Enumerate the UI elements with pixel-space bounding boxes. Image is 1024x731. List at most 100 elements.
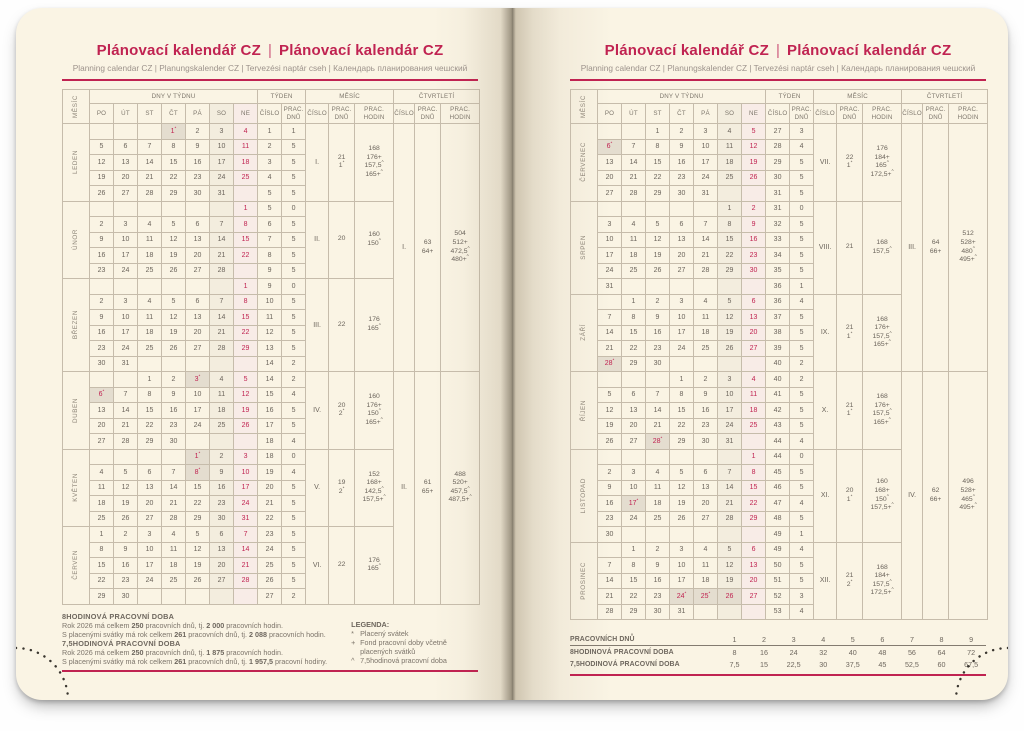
week-row: 16 17 18 19 20 21 22 12 5 (63, 324, 480, 341)
week-number-cell: 17 (257, 417, 283, 434)
day-cell (669, 278, 694, 295)
day-cell: 14 (597, 324, 622, 341)
week-workdays-cell: 0 (281, 200, 307, 217)
quarter-workhours-header: PRAC. HODIN (948, 103, 989, 124)
day-cell: 26 (161, 262, 186, 279)
day-cell: 15 (740, 479, 767, 496)
month-name-cell: ZÁŘÍ (570, 293, 598, 372)
month-number-cell: V. (305, 448, 330, 527)
week-number-cell: 6 (257, 216, 283, 233)
week-workdays-cell: 5 (789, 247, 815, 264)
month-name-cell: LISTOPAD (570, 448, 598, 543)
day-name-header: PO (597, 103, 622, 124)
month-workdays-cell: 19 2* (328, 448, 356, 527)
week-row: 7 8 9 10 11 12 13 50 5 (571, 557, 988, 574)
week-number-header: ČÍSLO (257, 103, 283, 124)
day-cell: 31 (717, 433, 742, 450)
day-cell: 21 (693, 247, 718, 264)
day-cell: 8 (669, 386, 694, 403)
day-cell: 2 (113, 526, 138, 543)
day-cell: 2 (161, 371, 186, 388)
quarter-workdays-cell: 64 66+ (922, 123, 950, 372)
quarter-workdays-cell: 63 64+ (414, 123, 442, 372)
week-number-cell: 47 (765, 495, 791, 512)
day-cell: 6 (621, 386, 646, 403)
day-cell (740, 355, 767, 372)
month-workhours-cell: 168 157,5^ (862, 200, 903, 295)
day-cell (232, 262, 259, 279)
day-cell: 14 (645, 402, 670, 419)
week-number-cell: 10 (257, 293, 283, 310)
week-workdays-cell: 5 (281, 541, 307, 558)
day-cell: 18 (137, 247, 162, 264)
day-cell: 20 (740, 572, 767, 589)
day-cell: 30 (740, 262, 767, 279)
month-workhours-cell: 168 184+ 157,5^ 172,5+^ (862, 541, 903, 620)
day-cell: 4 (232, 123, 259, 140)
week-workdays-cell: 5 (281, 417, 307, 434)
week-workdays-cell: 4 (789, 138, 815, 155)
month-name-label: BŘEZEN (71, 310, 79, 340)
day-cell (232, 355, 259, 372)
week-row: 5 6 7 8 9 10 11 41 5 (571, 386, 988, 403)
day-cell: 19 (161, 247, 186, 264)
day-cell: 12 (161, 231, 186, 248)
day-name-header: SO (209, 103, 234, 124)
day-cell (693, 355, 718, 372)
day-cell (717, 448, 742, 465)
day-cell (137, 588, 162, 605)
week-number-cell: 16 (257, 402, 283, 419)
day-cell: 2 (185, 123, 210, 140)
week-workdays-cell: 4 (789, 433, 815, 450)
legend-text: Fond pracovní doby včetně placených svát… (360, 637, 447, 656)
header-sub-row: PO ÚT ST ČT PÁ SO NE ČÍSLO PRAC. DNŮ ČÍSLO PRAC. D… (571, 103, 989, 124)
conversion-value: 5 (837, 633, 868, 646)
day-cell: 15 (621, 572, 646, 589)
day-cell: 10 (693, 138, 718, 155)
day-cell: 6 (740, 293, 767, 310)
day-cell: 12 (185, 541, 210, 558)
month-number-cell: X. (813, 371, 838, 450)
week-number-cell: 40 (765, 371, 791, 388)
week-number-cell: 53 (765, 603, 791, 620)
day-cell: 11 (621, 231, 646, 248)
conversion-value: 1 (719, 633, 750, 646)
week-workdays-cell: 3 (789, 123, 815, 140)
week-row: 20 21 22 23 24 25 26 30 5 (571, 169, 988, 186)
day-cell: 15 (89, 557, 114, 574)
day-cell (597, 200, 622, 217)
day-cell: 4 (621, 216, 646, 233)
day-name-header: NE (232, 103, 259, 124)
month-workhours-cell: 152 168+ 142,5^ 157,5+^ (354, 448, 395, 527)
day-cell: 7 (645, 386, 670, 403)
title-separator: | (267, 42, 273, 59)
week-number-cell: 46 (765, 479, 791, 496)
day-cell: 20 (597, 169, 622, 186)
day-cell: 8 (89, 541, 114, 558)
day-cell: 21 (137, 169, 162, 186)
day-cell: 7 (232, 526, 259, 543)
day-cell: 7 (209, 293, 234, 310)
day-cell: 10 (669, 557, 694, 574)
conversion-value: 24 (789, 647, 798, 657)
day-cell (693, 526, 718, 543)
week-row: 14 15 16 17 18 19 20 51 5 (571, 572, 988, 589)
day-cell: 22 (717, 247, 742, 264)
day-cell: 4 (693, 293, 718, 310)
month-workdays-cell: 22 (328, 526, 356, 605)
month-group-header: MĚSÍC (813, 89, 903, 104)
day-cell: 21 (597, 340, 622, 357)
day-name-header: SO (717, 103, 742, 124)
week-workdays-cell: 0 (789, 448, 815, 465)
day-cell: 15 (232, 231, 259, 248)
day-cell (89, 371, 114, 388)
day-cell (693, 603, 718, 620)
day-cell: 28 (137, 185, 162, 202)
day-cell (209, 433, 234, 450)
day-cell (645, 526, 670, 543)
week-row: 17 18 19 20 21 22 23 34 5 (571, 247, 988, 264)
day-cell: 23 (645, 340, 670, 357)
day-cell (89, 200, 114, 217)
day-cell: 3 (113, 216, 138, 233)
month-name-label: SRPEN (579, 235, 587, 260)
